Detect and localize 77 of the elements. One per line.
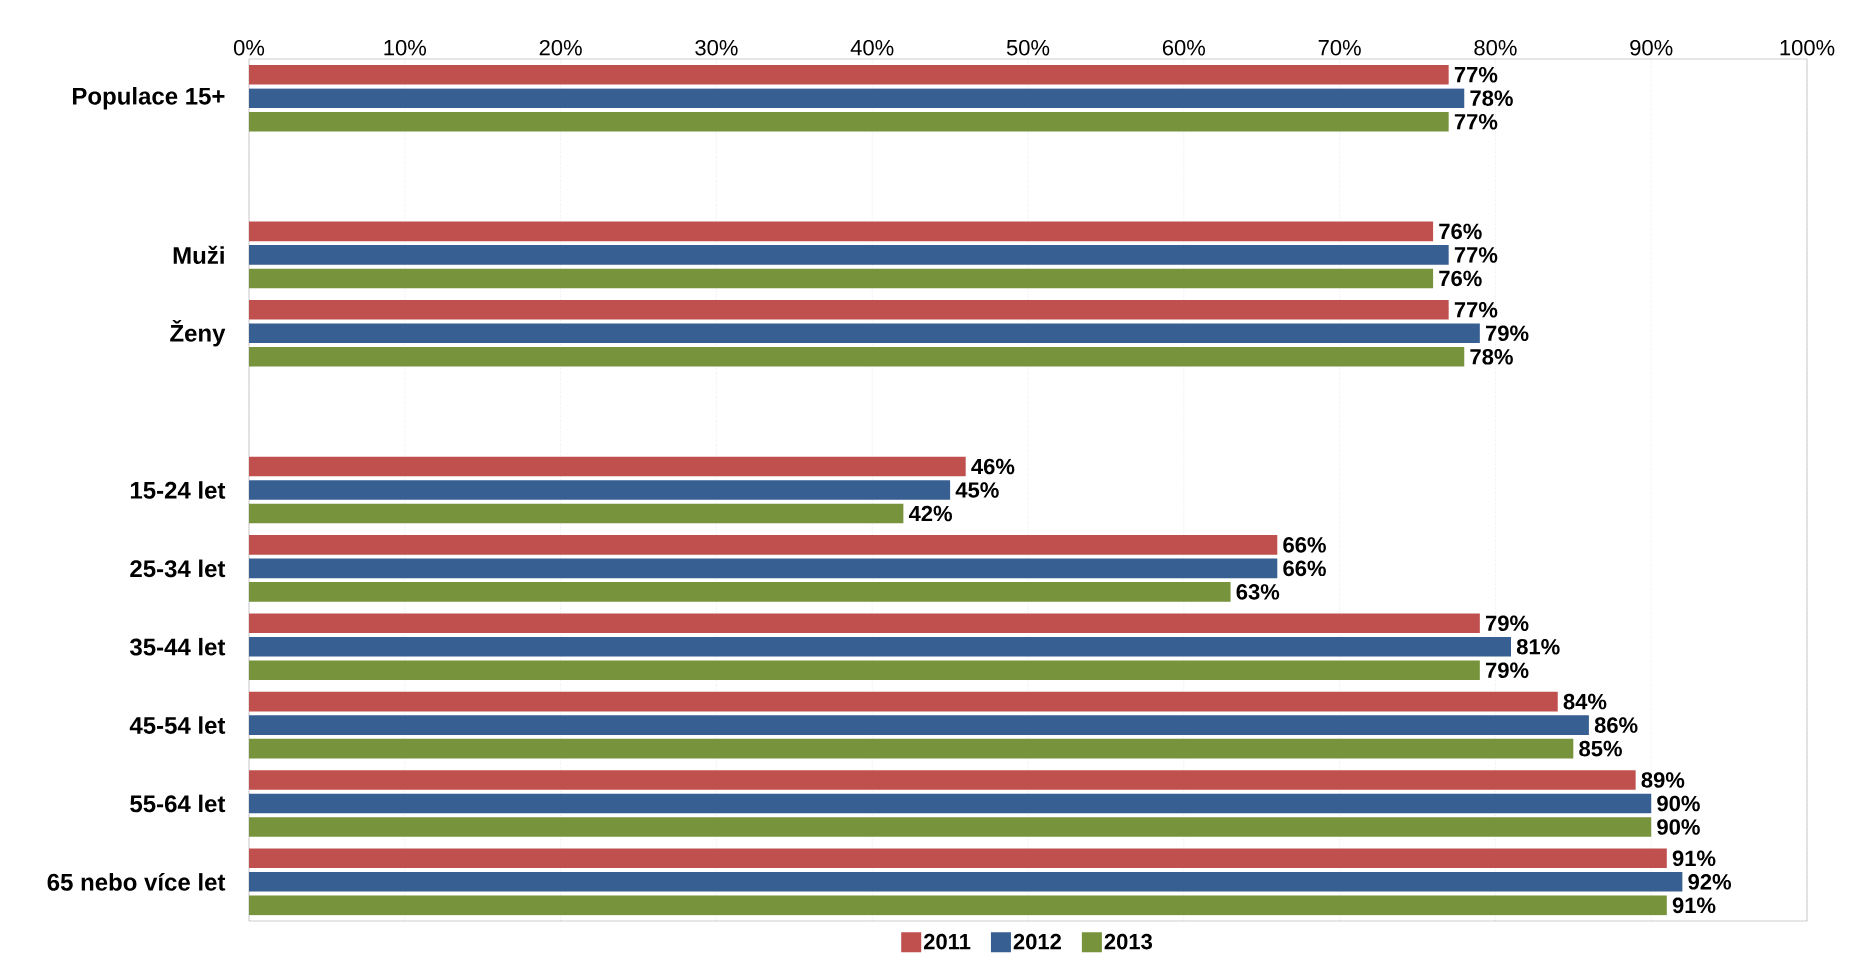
data-label: 91%: [1672, 850, 1716, 867]
bar: [249, 691, 1558, 712]
bar: [249, 503, 904, 524]
bar: [249, 895, 1667, 916]
data-label: 66%: [1283, 560, 1326, 577]
x-tick-label: 50%: [1006, 39, 1050, 56]
bar: [249, 535, 1278, 555]
data-label: 91%: [1672, 897, 1716, 914]
bar: [249, 770, 1636, 790]
y-tick-label: Ženy: [170, 320, 226, 347]
y-tick-label: 15-24 let: [130, 481, 226, 499]
bar: [249, 817, 1652, 837]
bar: [249, 111, 1449, 132]
x-tick-label: 30%: [695, 39, 738, 56]
x-tick-label: 0%: [233, 39, 265, 56]
bar: [249, 245, 1449, 265]
bar: [249, 558, 1278, 579]
x-tick-label: 40%: [850, 39, 894, 56]
data-label: 79%: [1485, 662, 1529, 679]
y-tick-label: 45-54 let: [129, 716, 226, 734]
bar: [249, 660, 1480, 681]
bar: [249, 872, 1683, 892]
data-label: 77%: [1454, 113, 1498, 130]
bar: [249, 715, 1589, 735]
bar: [249, 346, 1465, 367]
data-label: 85%: [1579, 740, 1622, 757]
bar: [249, 582, 1231, 602]
bar: [249, 323, 1480, 344]
bar: [249, 848, 1667, 869]
data-label: 89%: [1641, 772, 1685, 788]
data-label: 77%: [1454, 247, 1498, 263]
x-tick-label: 20%: [539, 39, 582, 56]
y-tick-label: Populace 15+: [72, 87, 225, 110]
y-tick-label: 35-44 let: [129, 637, 226, 656]
bar: [249, 268, 1434, 289]
data-label: 42%: [908, 505, 953, 522]
x-tick-label: 10%: [384, 39, 427, 56]
data-label: 90%: [1657, 819, 1700, 835]
bar: [249, 64, 1449, 85]
data-label: 66%: [1283, 537, 1326, 553]
y-tick-label: Muži: [173, 245, 224, 264]
data-label: 79%: [1485, 615, 1529, 632]
x-tick-label: 60%: [1162, 39, 1206, 56]
legend-label: 2011: [923, 933, 971, 950]
data-label: 77%: [1454, 302, 1498, 318]
data-label: 92%: [1688, 874, 1732, 890]
y-tick-label: 25-34 let: [130, 559, 226, 578]
data-label: 76%: [1439, 223, 1482, 240]
data-label: 78%: [1470, 348, 1513, 365]
x-tick-label: 90%: [1630, 39, 1673, 56]
bar: [249, 613, 1480, 634]
legend-label: 2013: [1104, 933, 1153, 950]
data-label: 81%: [1516, 638, 1560, 655]
data-label: 86%: [1594, 717, 1638, 733]
x-tick-label: 100%: [1780, 39, 1835, 56]
bar: [249, 738, 1574, 759]
bar: [249, 793, 1652, 814]
y-tick-label: 55-64 let: [130, 794, 226, 813]
bar: [249, 221, 1434, 242]
x-tick-label: 80%: [1474, 39, 1517, 56]
bar: [249, 456, 966, 477]
data-label: 46%: [971, 458, 1015, 475]
data-label: 78%: [1470, 90, 1513, 106]
data-label: 63%: [1236, 584, 1280, 600]
y-tick-label: 65 nebo více let: [47, 872, 226, 891]
bar: [249, 636, 1511, 657]
data-label: 45%: [955, 482, 999, 498]
bar: [249, 480, 951, 500]
bar: [249, 88, 1465, 108]
data-label: 90%: [1657, 795, 1700, 812]
data-label: 77%: [1454, 66, 1498, 83]
x-tick-label: 70%: [1318, 39, 1361, 56]
bar: [249, 299, 1449, 320]
data-label: 79%: [1485, 325, 1529, 342]
legend-label: 2012: [1013, 933, 1061, 950]
data-label: 76%: [1439, 270, 1482, 287]
data-label: 84%: [1563, 693, 1607, 710]
